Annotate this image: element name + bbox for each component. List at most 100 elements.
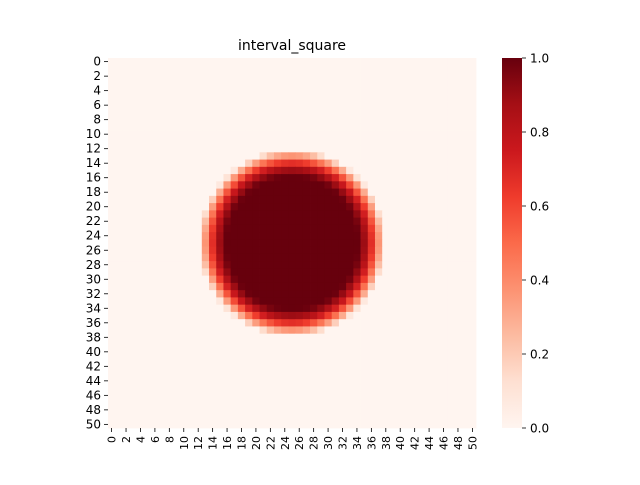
heatmap-cell (317, 195, 325, 204)
heatmap-cell (144, 246, 152, 255)
heatmap-cell (194, 123, 203, 131)
heatmap-cell (403, 239, 412, 248)
heatmap-cell (302, 377, 311, 385)
heatmap-cell (468, 159, 477, 168)
heatmap-cell (288, 297, 297, 306)
heatmap-cell (136, 159, 145, 168)
heatmap-cell (432, 195, 441, 204)
heatmap-cell (230, 72, 239, 81)
heatmap-cell (230, 58, 239, 66)
heatmap-cell (396, 152, 405, 160)
y-tick-label: 28 (86, 258, 101, 272)
heatmap-cell (129, 362, 138, 371)
heatmap-cell (418, 406, 426, 414)
heatmap-cell (187, 72, 195, 81)
heatmap-cell (209, 232, 217, 240)
heatmap-cell (461, 384, 470, 393)
heatmap-cell (360, 181, 369, 189)
heatmap-cell (468, 246, 477, 255)
heatmap-cell (237, 333, 246, 342)
heatmap-cell (454, 377, 462, 385)
heatmap-cell (302, 406, 311, 414)
heatmap-cell (209, 239, 217, 248)
heatmap-cell (360, 297, 369, 306)
heatmap-cell (295, 195, 304, 204)
heatmap-cell (158, 319, 167, 327)
heatmap-cell (201, 369, 210, 378)
heatmap-cell (331, 65, 340, 73)
heatmap-cell (382, 137, 390, 146)
heatmap-cell (252, 253, 260, 262)
heatmap-cell (382, 108, 390, 117)
heatmap-cell (382, 326, 390, 335)
heatmap-cell (216, 123, 224, 131)
heatmap-cell (273, 362, 282, 371)
heatmap-cell (180, 348, 188, 356)
heatmap-cell (187, 362, 195, 371)
heatmap-cell (281, 79, 289, 88)
heatmap-cell (360, 340, 369, 349)
heatmap-cell (194, 195, 203, 204)
heatmap-cell (396, 333, 405, 342)
heatmap-cell (367, 108, 376, 117)
heatmap-cell (382, 384, 390, 393)
heatmap-cell (439, 87, 448, 95)
heatmap-cell (122, 391, 131, 400)
heatmap-cell (245, 232, 253, 240)
heatmap-cell (288, 348, 297, 356)
heatmap-cell (324, 319, 333, 327)
heatmap-cell (180, 246, 188, 255)
heatmap-cell (209, 58, 217, 66)
heatmap-cell (144, 174, 152, 182)
heatmap-cell (209, 348, 217, 356)
heatmap-cell (331, 391, 340, 400)
heatmap-cell (317, 224, 325, 233)
heatmap-cell (310, 203, 318, 211)
heatmap-cell (209, 195, 217, 204)
heatmap-cell (389, 65, 398, 73)
heatmap-cell (281, 268, 289, 277)
heatmap-cell (403, 101, 412, 110)
heatmap-cell (382, 232, 390, 240)
heatmap-cell (310, 159, 318, 168)
heatmap-cell (172, 72, 181, 81)
heatmap-cell (396, 203, 405, 211)
heatmap-cell (310, 391, 318, 400)
heatmap-cell (216, 210, 224, 219)
heatmap-cell (382, 253, 390, 262)
heatmap-cell (259, 87, 268, 95)
heatmap-cell (281, 195, 289, 204)
heatmap-cell (158, 79, 167, 88)
heatmap-cell (324, 174, 333, 182)
heatmap-cell (129, 348, 138, 356)
heatmap-cell (468, 420, 477, 429)
heatmap-cell (432, 101, 441, 110)
heatmap-cell (266, 377, 275, 385)
heatmap-cell (187, 145, 195, 153)
heatmap-cell (165, 72, 174, 81)
heatmap-cell (447, 79, 455, 88)
heatmap-cell (194, 246, 203, 255)
heatmap-cell (144, 224, 152, 233)
heatmap-cell (382, 188, 390, 197)
x-tick-label: 38 (380, 436, 393, 450)
heatmap-cell (180, 217, 188, 226)
heatmap-cell (389, 340, 398, 349)
heatmap-cell (324, 326, 333, 335)
heatmap-cell (237, 94, 246, 102)
heatmap-cell (367, 253, 376, 262)
heatmap-cell (136, 65, 145, 73)
heatmap-cell (180, 362, 188, 371)
heatmap-cell (439, 123, 448, 131)
heatmap-cell (180, 166, 188, 175)
heatmap-cell (223, 159, 232, 168)
heatmap-cell (122, 369, 131, 378)
heatmap-cell (346, 333, 354, 342)
heatmap-cell (324, 282, 333, 291)
heatmap-cell (396, 137, 405, 146)
heatmap-cell (259, 275, 268, 284)
heatmap-cell (281, 355, 289, 364)
heatmap-cell (331, 101, 340, 110)
heatmap-cell (411, 282, 419, 291)
heatmap-cell (317, 72, 325, 81)
